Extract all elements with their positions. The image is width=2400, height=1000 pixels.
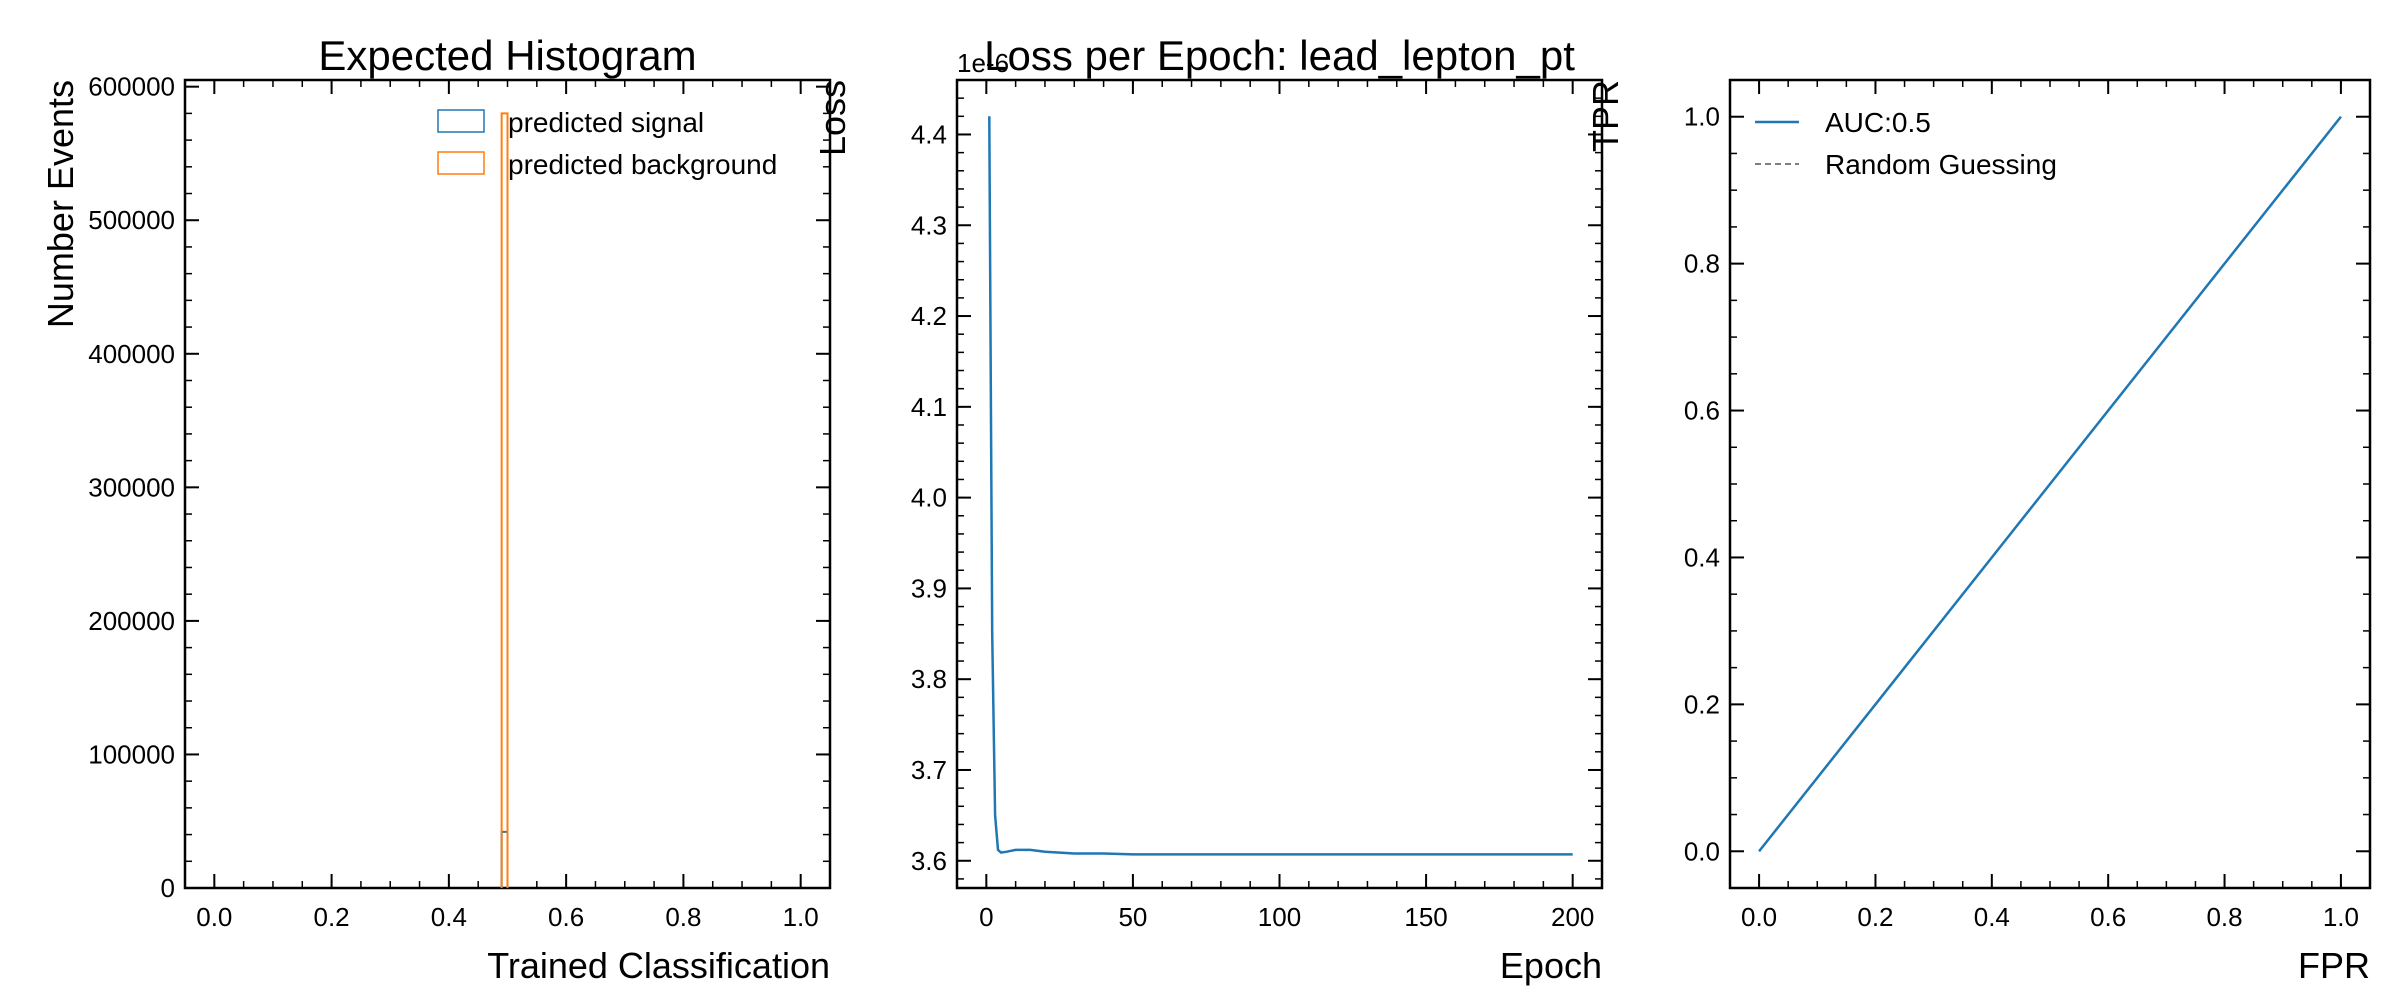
y-tick-label: 4.3 <box>911 210 947 240</box>
y-tick-label: 600000 <box>88 72 175 102</box>
chart-title: Loss per Epoch: lead_lepton_pt <box>984 32 1575 79</box>
x-tick-label: 0.4 <box>431 902 467 932</box>
x-tick-label: 0.8 <box>665 902 701 932</box>
x-tick-label: 50 <box>1118 902 1147 932</box>
x-tick-label: 0.0 <box>196 902 232 932</box>
x-tick-label: 200 <box>1551 902 1594 932</box>
x-tick-label: 0.2 <box>1857 902 1893 932</box>
legend-label: Random Guessing <box>1825 149 2057 180</box>
y-tick-label: 3.6 <box>911 846 947 876</box>
y-tick-label: 500000 <box>88 205 175 235</box>
x-tick-label: 150 <box>1404 902 1447 932</box>
x-tick-label: 100 <box>1258 902 1301 932</box>
x-tick-label: 0.0 <box>1741 902 1777 932</box>
y-tick-label: 400000 <box>88 339 175 369</box>
y-tick-label: 0.4 <box>1684 542 1720 572</box>
y-axis-label: Loss <box>812 80 853 156</box>
y-tick-label: 4.0 <box>911 483 947 513</box>
y-tick-label: 0.2 <box>1684 689 1720 719</box>
y-tick-label: 0.6 <box>1684 396 1720 426</box>
background-histogram-bar <box>500 112 509 888</box>
y-tick-label: 0.8 <box>1684 249 1720 279</box>
y-tick-label: 0 <box>161 873 175 903</box>
y-tick-label: 1.0 <box>1684 102 1720 132</box>
x-axis-label: Trained Classification <box>487 945 830 986</box>
x-tick-label: 1.0 <box>2323 902 2359 932</box>
legend-label: AUC:0.5 <box>1825 107 1931 138</box>
x-tick-label: 0.6 <box>2090 902 2126 932</box>
x-tick-label: 1.0 <box>783 902 819 932</box>
x-tick-label: 0 <box>979 902 993 932</box>
legend-signal-swatch <box>437 109 485 133</box>
x-axis-label: FPR <box>2298 945 2370 986</box>
legend-label: predicted signal <box>508 107 704 138</box>
y-tick-label: 0.0 <box>1684 836 1720 866</box>
loss-panel: 0 50 100 150 200 3.6 3.7 3.8 3.9 4.0 4.1 4.2 4.3 4.4 L… <box>812 32 1604 986</box>
y-tick-label: 4.2 <box>911 301 947 331</box>
y-tick-label: 3.7 <box>911 755 947 785</box>
histogram-panel: 0.0 0.2 0.4 0.6 0.8 1.0 0 100000 200000 300000 400… <box>40 32 832 986</box>
x-tick-label: 0.6 <box>548 902 584 932</box>
y-offset-text: 1e-6 <box>957 48 1009 78</box>
chart-title: Expected Histogram <box>318 32 696 79</box>
x-tick-label: 0.2 <box>314 902 350 932</box>
y-tick-label: 300000 <box>88 472 175 502</box>
y-tick-label: 3.9 <box>911 573 947 603</box>
y-tick-label: 200000 <box>88 606 175 636</box>
x-tick-label: 0.4 <box>1974 902 2010 932</box>
loss-line <box>988 116 1573 856</box>
y-tick-label: 3.8 <box>911 664 947 694</box>
legend-background-swatch <box>437 151 485 175</box>
y-tick-label: 4.1 <box>911 392 947 422</box>
y-tick-label: 4.4 <box>911 119 947 149</box>
y-tick-label: 100000 <box>88 739 175 769</box>
axes-frame <box>955 78 1604 890</box>
y-axis-label: Number Events <box>40 80 81 328</box>
roc-panel: 0.0 0.2 0.4 0.6 0.8 1.0 0.0 0.2 0.4 0.6 0.8 1.0 FPR T… <box>1585 78 2372 986</box>
y-axis-label: TPR <box>1585 80 1626 152</box>
legend-label: predicted background <box>508 149 777 180</box>
x-axis-label: Epoch <box>1500 945 1602 986</box>
x-tick-label: 0.8 <box>2206 902 2242 932</box>
roc-curve-line <box>1758 115 2342 853</box>
